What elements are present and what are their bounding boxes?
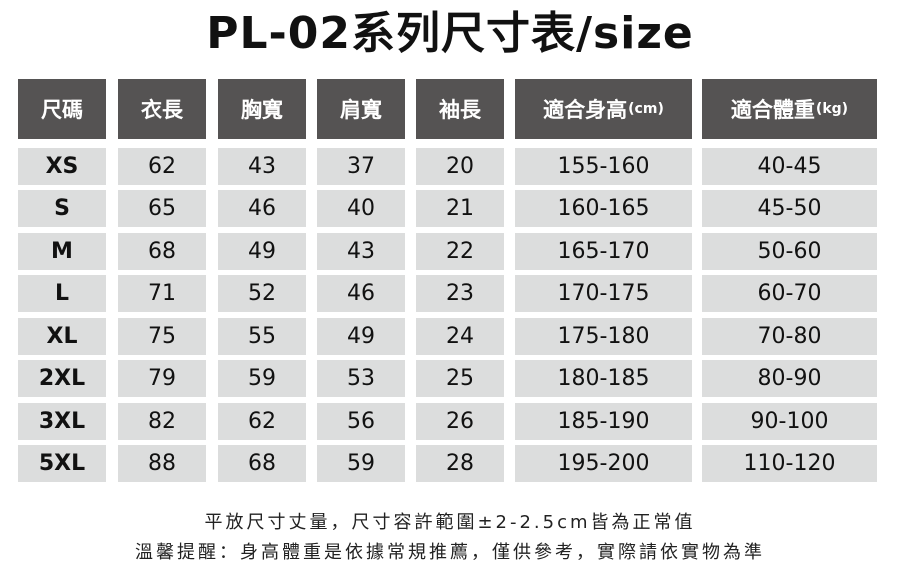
table-cell: 79 xyxy=(118,360,206,397)
table-cell: 60-70 xyxy=(702,275,877,312)
table-cell: 43 xyxy=(218,148,306,185)
table-cell: 88 xyxy=(118,445,206,482)
table-cell: 160-165 xyxy=(515,190,692,227)
table-cell: 90-100 xyxy=(702,403,877,440)
size-label-cell: XL xyxy=(18,318,106,355)
column-header-label: 尺碼 xyxy=(41,98,83,122)
table-cell: 25 xyxy=(416,360,504,397)
table-cell: 45-50 xyxy=(702,190,877,227)
column-header-label: 肩寬 xyxy=(340,98,382,122)
table-cell: 65 xyxy=(118,190,206,227)
column-header: 衣長 xyxy=(118,79,206,139)
table-cell: 55 xyxy=(218,318,306,355)
table-cell: 75 xyxy=(118,318,206,355)
table-cell: 155-160 xyxy=(515,148,692,185)
table-cell: 22 xyxy=(416,233,504,270)
table-cell: 62 xyxy=(118,148,206,185)
column-header-label: 適合體重 xyxy=(730,98,815,122)
size-label-cell: 3XL xyxy=(18,403,106,440)
table-cell: 50-60 xyxy=(702,233,877,270)
table-cell: 70-80 xyxy=(702,318,877,355)
column-header-label: 適合身高 xyxy=(543,98,628,122)
table-cell: 195-200 xyxy=(515,445,692,482)
size-label-cell: M xyxy=(18,233,106,270)
column-header-unit: (cm) xyxy=(628,101,664,117)
table-cell: 68 xyxy=(118,233,206,270)
column-header: 尺碼 xyxy=(18,79,106,139)
column-header-label: 袖長 xyxy=(439,98,481,122)
table-cell: 180-185 xyxy=(515,360,692,397)
table-cell: 21 xyxy=(416,190,504,227)
table-cell: 37 xyxy=(317,148,405,185)
size-label-cell: XS xyxy=(18,148,106,185)
column-header-label: 衣長 xyxy=(141,98,183,122)
table-cell: 110-120 xyxy=(702,445,877,482)
table-cell: 52 xyxy=(218,275,306,312)
table-cell: 170-175 xyxy=(515,275,692,312)
table-cell: 185-190 xyxy=(515,403,692,440)
table-cell: 59 xyxy=(317,445,405,482)
column-header: 肩寬 xyxy=(317,79,405,139)
table-cell: 165-170 xyxy=(515,233,692,270)
column-header: 袖長 xyxy=(416,79,504,139)
reminder-note: 溫馨提醒：身高體重是依據常規推薦，僅供參考，實際請依實物為準 xyxy=(135,542,765,563)
size-label-cell: L xyxy=(18,275,106,312)
page-title: PL-02系列尺寸表/size xyxy=(206,8,694,59)
table-cell: 40-45 xyxy=(702,148,877,185)
table-cell: 28 xyxy=(416,445,504,482)
table-cell: 68 xyxy=(218,445,306,482)
table-cell: 46 xyxy=(218,190,306,227)
table-cell: 40 xyxy=(317,190,405,227)
table-cell: 49 xyxy=(218,233,306,270)
table-cell: 23 xyxy=(416,275,504,312)
column-header-unit: (kg) xyxy=(815,101,849,117)
column-header: 胸寬 xyxy=(218,79,306,139)
table-cell: 46 xyxy=(317,275,405,312)
table-cell: 62 xyxy=(218,403,306,440)
table-cell: 53 xyxy=(317,360,405,397)
table-cell: 26 xyxy=(416,403,504,440)
table-cell: 24 xyxy=(416,318,504,355)
table-cell: 49 xyxy=(317,318,405,355)
column-header-label: 胸寬 xyxy=(241,98,283,122)
table-cell: 175-180 xyxy=(515,318,692,355)
table-cell: 82 xyxy=(118,403,206,440)
table-cell: 71 xyxy=(118,275,206,312)
table-cell: 43 xyxy=(317,233,405,270)
table-cell: 20 xyxy=(416,148,504,185)
table-cell: 80-90 xyxy=(702,360,877,397)
size-label-cell: 2XL xyxy=(18,360,106,397)
measurement-note: 平放尺寸丈量，尺寸容許範圍±2-2.5cm皆為正常值 xyxy=(204,512,696,533)
size-label-cell: S xyxy=(18,190,106,227)
column-header: 適合體重 (kg) xyxy=(702,79,877,139)
column-header: 適合身高 (cm) xyxy=(515,79,692,139)
table-cell: 56 xyxy=(317,403,405,440)
size-label-cell: 5XL xyxy=(18,445,106,482)
table-cell: 59 xyxy=(218,360,306,397)
